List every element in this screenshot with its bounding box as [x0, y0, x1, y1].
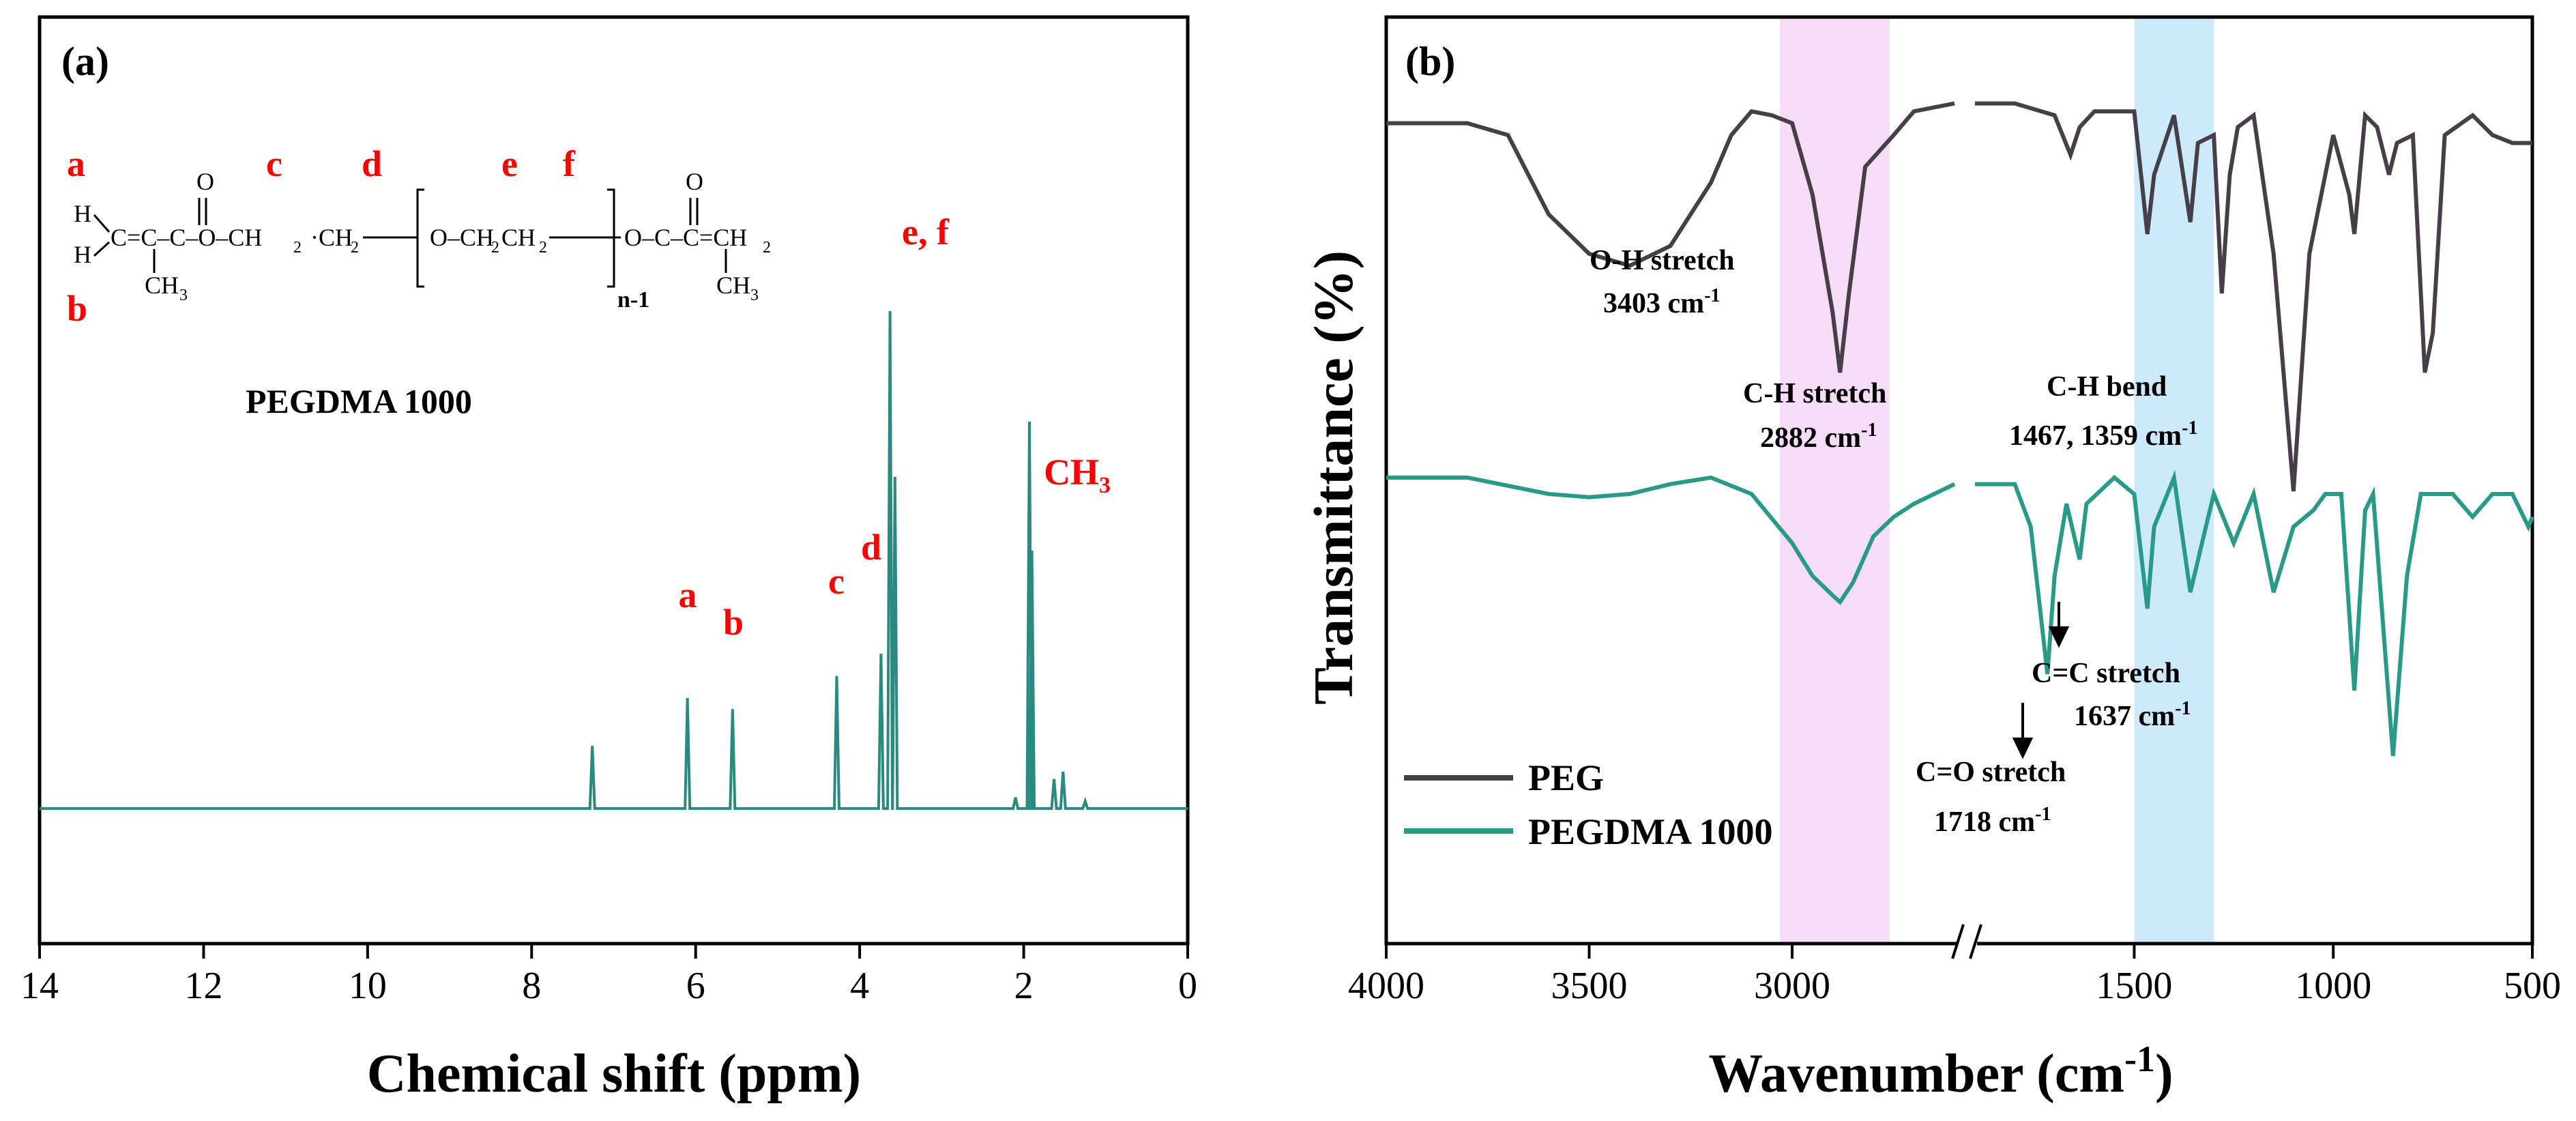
struct-atom: 2 — [293, 239, 302, 257]
ftir-arrows — [2012, 602, 2070, 759]
nmr-x-tick-label: 10 — [349, 965, 387, 1007]
struct-atom: O — [196, 168, 214, 195]
struct-atom: ·CH — [310, 224, 353, 251]
struct-label-d: d — [362, 143, 382, 184]
series-peg-line — [1386, 101, 2532, 492]
struct-atom: O — [686, 168, 703, 195]
struct-atom: CH — [145, 272, 179, 299]
struct-atom: O–C–C=CH — [624, 224, 747, 251]
legend: PEG PEGDMA 1000 — [1404, 757, 1773, 852]
struct-atom: 3 — [179, 287, 188, 304]
nmr-peak-labels: a b c d e, f CH3 — [679, 212, 1111, 643]
annot-cc-value: 1637 cm-1 — [2074, 698, 2191, 732]
panel-a-label: (a) — [61, 39, 109, 84]
annot-ch: C-H stretch — [1743, 378, 1886, 409]
ftir-x-tick-label: 4000 — [1348, 965, 1424, 1007]
arrow-down-icon — [2048, 626, 2070, 648]
ftir-x-axis-title: Wavenumber (cm-1) — [1708, 1038, 2173, 1104]
ftir-x-tick-label: 1000 — [2295, 965, 2371, 1007]
nmr-x-tick-label: 4 — [850, 965, 869, 1007]
struct-atom: 2 — [539, 239, 547, 257]
struct-label-e: e — [501, 143, 518, 184]
nmr-x-tick-label: 12 — [184, 965, 222, 1007]
nmr-x-axis-title: Chemical shift (ppm) — [367, 1044, 861, 1104]
nmr-x-ticks: 14 12 10 8 6 4 2 0 — [20, 944, 1197, 1007]
struct-label-a: a — [67, 143, 85, 184]
peak-label-a: a — [679, 574, 697, 615]
ftir-x-tick-label: 3000 — [1754, 965, 1830, 1007]
arrow-down-icon — [2012, 738, 2034, 759]
legend-pegdma-label: PEGDMA 1000 — [1528, 811, 1773, 852]
nmr-frame — [38, 15, 1190, 946]
struct-atom: O–CH — [430, 224, 494, 251]
peak-label-ef: e, f — [902, 212, 950, 252]
ftir-x-tick-label: 1500 — [2096, 965, 2172, 1007]
annot-oh-value: 3403 cm-1 — [1603, 285, 1720, 319]
pegdma-structure: a b H H C=C–C–O–CH CH 3 O c d 2 ·CH 2 O–… — [67, 143, 771, 420]
nmr-x-tick-label: 14 — [20, 965, 59, 1007]
struct-atom: CH — [716, 272, 750, 299]
band-highlight — [1780, 17, 1890, 944]
ftir-annotations: O-H stretch 3403 cm-1 C-H stretch 2882 c… — [1590, 245, 2197, 838]
annot-chb: C-H bend — [2047, 371, 2167, 403]
nmr-spectrum-line — [40, 310, 1188, 810]
ftir-x-ticks: 4000 3500 3000 1500 1000 500 — [1348, 944, 2561, 1007]
peak-label-c: c — [828, 561, 845, 602]
struct-atom: 2 — [763, 239, 771, 257]
nmr-x-tick-label: 2 — [1014, 965, 1034, 1007]
panel-b-label: (b) — [1405, 39, 1455, 84]
nmr-x-tick-label: 6 — [686, 965, 705, 1007]
annot-co-value: 1718 cm-1 — [1934, 804, 2051, 838]
nmr-x-tick-label: 0 — [1178, 965, 1197, 1007]
nmr-panel: (a) 14 12 10 8 6 4 2 0 Chemical shift (ppm) a b… — [20, 15, 1197, 1104]
legend-peg-label: PEG — [1528, 757, 1604, 798]
ftir-x-tick-label: 3500 — [1551, 965, 1628, 1007]
struct-atom: 2 — [491, 239, 499, 257]
peak-label-b: b — [723, 602, 744, 643]
struct-atom: CH — [501, 224, 536, 251]
struct-atom: H — [74, 200, 91, 227]
struct-label-b: b — [67, 288, 87, 329]
ftir-panel: (b) 4000 3500 3000 1500 1000 500 Wavenumber (… — [1302, 15, 2561, 1104]
struct-atom: H — [74, 241, 91, 268]
series-pegdma-line — [1386, 469, 2534, 757]
axis-break-gap — [1957, 921, 1977, 962]
axis-break-mark — [1951, 924, 1965, 959]
annot-co: C=O stretch — [1916, 757, 2066, 788]
struct-subscript: n-1 — [617, 287, 649, 312]
struct-label-c: c — [266, 143, 282, 184]
ftir-bands — [1780, 17, 2214, 944]
nmr-x-tick-label: 8 — [522, 965, 541, 1007]
annot-oh: O-H stretch — [1590, 245, 1735, 276]
struct-atom: 2 — [351, 239, 359, 257]
struct-label-f: f — [563, 143, 576, 184]
annot-cc: C=C stretch — [2032, 658, 2180, 689]
struct-atom: 3 — [750, 287, 759, 304]
annot-chb-value: 1467, 1359 cm-1 — [2009, 418, 2197, 452]
axis-break-mark — [1969, 924, 1982, 959]
annot-ch-value: 2882 cm-1 — [1760, 420, 1877, 454]
sample-name: PEGDMA 1000 — [246, 382, 472, 420]
peak-label-d: d — [861, 527, 881, 568]
ftir-x-tick-label: 500 — [2504, 965, 2561, 1007]
ftir-y-axis-title: Transmittance (%) — [1302, 250, 1364, 705]
struct-atom: C=C–C–O–CH — [111, 224, 262, 251]
peak-label-ch3: CH3 — [1044, 452, 1111, 498]
